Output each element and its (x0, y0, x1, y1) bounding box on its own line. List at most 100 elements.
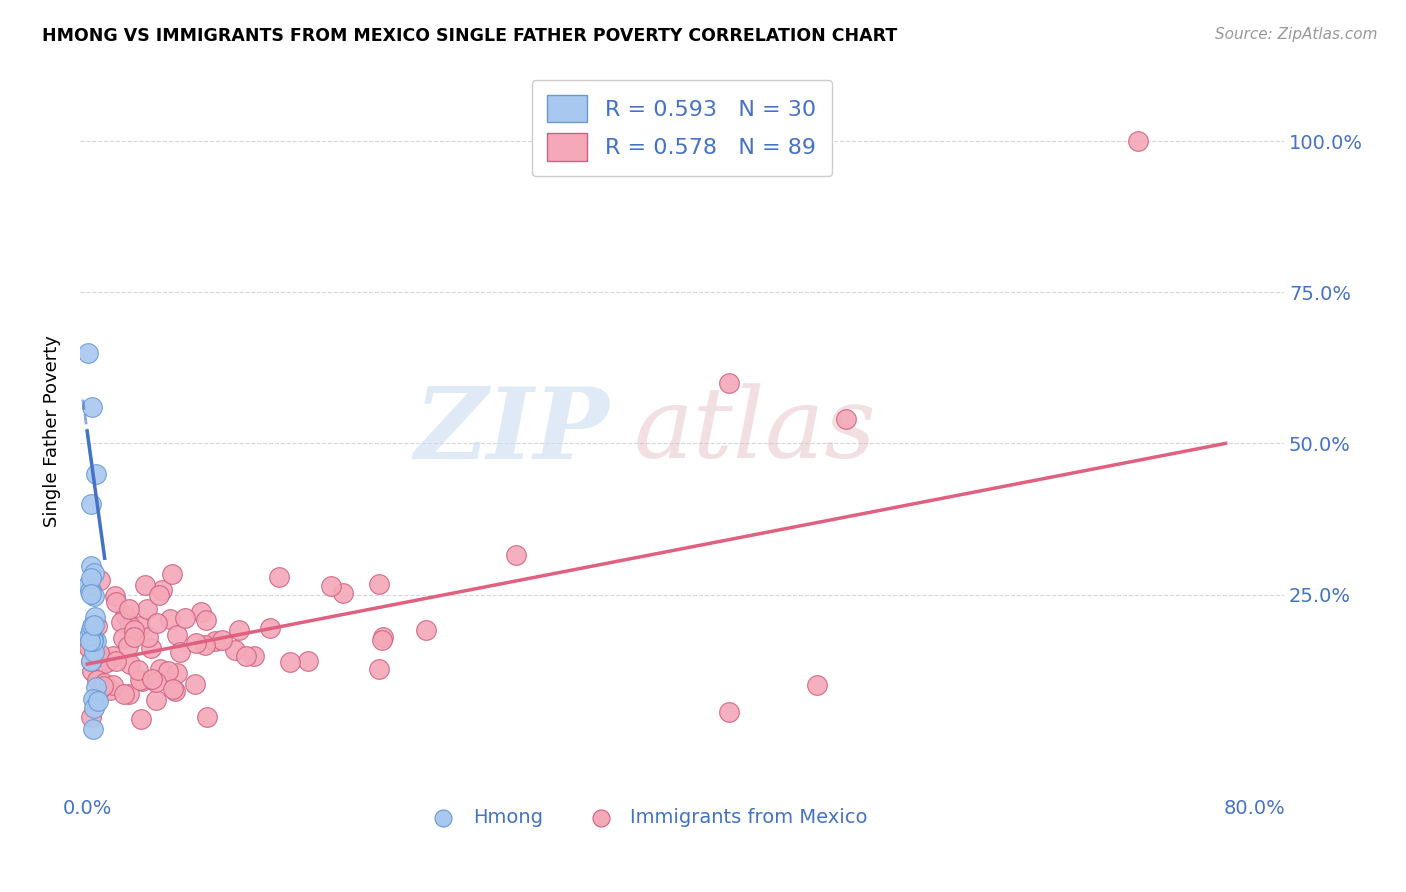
Point (87, 693, 110, 707)
Point (150, 582, 173, 597)
Point (83, 641, 105, 656)
Point (77, 629, 100, 643)
Point (1126, 134, 1149, 148)
Text: HMONG VS IMMIGRANTS FROM MEXICO SINGLE FATHER POVERTY CORRELATION CHART: HMONG VS IMMIGRANTS FROM MEXICO SINGLE F… (42, 27, 897, 45)
Point (89, 646, 111, 660)
Point (373, 630, 395, 644)
Point (82, 634, 104, 648)
Point (91, 679, 114, 693)
Point (165, 684, 187, 698)
Point (80, 619, 103, 633)
Point (84, 681, 107, 695)
Point (129, 673, 152, 687)
Point (83, 618, 105, 632)
Point (190, 605, 212, 619)
Point (79, 633, 101, 648)
Point (82, 722, 104, 736)
Point (86, 619, 108, 633)
Point (211, 633, 233, 648)
Point (79, 584, 101, 599)
Point (80, 559, 103, 574)
Point (79, 655, 101, 669)
Point (101, 678, 124, 692)
Point (79, 624, 101, 638)
Point (204, 634, 226, 648)
Point (80, 665, 103, 679)
Point (332, 586, 354, 600)
Text: ZIP: ZIP (415, 383, 610, 480)
Text: Source: ZipAtlas.com: Source: ZipAtlas.com (1215, 27, 1378, 42)
Point (111, 631, 134, 645)
Point (77, 578, 100, 592)
Point (89, 574, 111, 588)
Point (82, 632, 104, 646)
Point (319, 579, 342, 593)
Point (83, 566, 105, 580)
Point (141, 672, 163, 686)
Point (415, 623, 437, 637)
Point (118, 601, 141, 615)
Point (105, 655, 128, 669)
Point (122, 630, 145, 644)
Point (148, 588, 170, 602)
Point (186, 636, 208, 650)
Point (77, 641, 100, 656)
Point (228, 623, 250, 637)
Point (82, 692, 104, 706)
Point (90, 657, 112, 671)
Point (84, 693, 107, 707)
Point (80, 654, 103, 668)
Point (162, 681, 184, 696)
Point (131, 712, 153, 726)
Point (718, 376, 741, 390)
Point (80, 400, 103, 414)
Point (136, 602, 159, 616)
Point (145, 693, 167, 707)
Point (174, 611, 197, 625)
Point (110, 615, 132, 629)
Point (806, 678, 828, 692)
Point (103, 648, 125, 663)
Point (90, 681, 112, 695)
Point (195, 613, 218, 627)
Point (83, 589, 105, 603)
Point (166, 666, 188, 681)
Point (80, 587, 103, 601)
Point (104, 589, 127, 603)
Point (97, 655, 120, 669)
Point (194, 638, 217, 652)
Point (184, 677, 207, 691)
Point (84, 610, 107, 624)
Point (112, 687, 135, 701)
Point (84, 634, 107, 648)
Point (136, 630, 159, 644)
Point (93, 676, 115, 690)
Point (83, 645, 105, 659)
Point (156, 665, 179, 679)
Point (259, 621, 281, 635)
Y-axis label: Single Father Poverty: Single Father Poverty (44, 335, 60, 527)
Point (80, 583, 103, 598)
Point (84, 467, 107, 481)
Point (82, 629, 104, 643)
Point (128, 619, 150, 633)
Point (118, 657, 141, 671)
Point (98, 682, 121, 697)
Point (367, 576, 389, 591)
Point (117, 639, 139, 653)
Point (122, 623, 145, 637)
Point (79, 640, 101, 655)
Point (83, 701, 105, 715)
Point (718, 706, 741, 720)
Point (86, 673, 108, 687)
Point (77, 345, 100, 359)
Point (79, 633, 101, 648)
Point (134, 578, 156, 592)
Legend: Hmong, Immigrants from Mexico: Hmong, Immigrants from Mexico (416, 800, 876, 835)
Point (835, 412, 858, 426)
Point (80, 571, 103, 585)
Point (146, 615, 169, 630)
Point (94, 657, 117, 671)
Point (371, 633, 394, 648)
Point (145, 674, 167, 689)
